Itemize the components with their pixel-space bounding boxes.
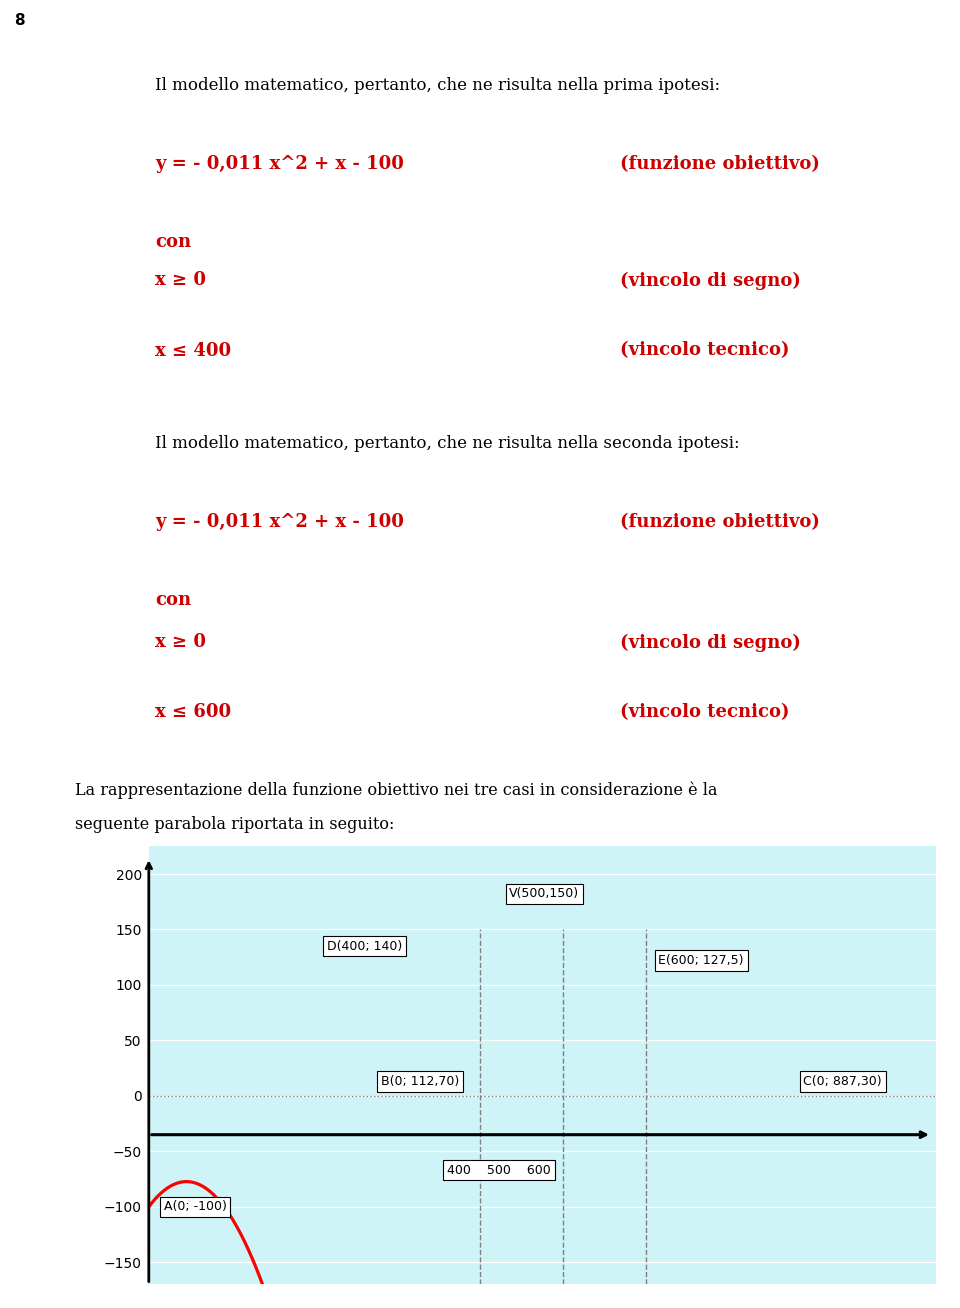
Text: x ≥ 0: x ≥ 0 [155,633,206,651]
Text: E(600; 127,5): E(600; 127,5) [659,954,744,967]
Text: 400    500    600: 400 500 600 [447,1164,551,1177]
Text: con: con [155,233,191,251]
Text: LA RICERCA OPERATIVA: LA RICERCA OPERATIVA [50,13,251,29]
Text: y = - 0,011 x^2 + x - 100: y = - 0,011 x^2 + x - 100 [155,513,404,531]
Text: x ≤ 600: x ≤ 600 [155,704,231,722]
Text: (vincolo di segno): (vincolo di segno) [620,272,801,290]
Text: (funzione obiettivo): (funzione obiettivo) [620,513,820,531]
Text: V(500,150): V(500,150) [509,887,580,900]
Text: C(0; 887,30): C(0; 887,30) [804,1075,882,1088]
Text: Il modello matematico, pertanto, che ne risulta nella seconda ipotesi:: Il modello matematico, pertanto, che ne … [155,434,739,451]
Text: (vincolo di segno): (vincolo di segno) [620,633,801,651]
Text: (vincolo tecnico): (vincolo tecnico) [620,341,789,360]
Text: con: con [155,591,191,608]
Text: y = - 0,011 x^2 + x - 100: y = - 0,011 x^2 + x - 100 [155,154,404,173]
Text: (funzione obiettivo): (funzione obiettivo) [620,154,820,173]
Text: x ≤ 400: x ≤ 400 [155,341,231,360]
Text: (vincolo tecnico): (vincolo tecnico) [620,704,789,722]
Text: seguente parabola riportata in seguito:: seguente parabola riportata in seguito: [75,816,395,833]
Text: A(0; -100): A(0; -100) [164,1201,227,1214]
Bar [0,0,38,42]
Text: B(0; 112,70): B(0; 112,70) [381,1075,459,1088]
Text: La rappresentazione della funzione obiettivo nei tre casi in considerazione è la: La rappresentazione della funzione obiet… [75,781,717,799]
Text: 8: 8 [13,13,24,29]
Text: Il modello matematico, pertanto, che ne risulta nella prima ipotesi:: Il modello matematico, pertanto, che ne … [155,77,720,94]
Text: x ≥ 0: x ≥ 0 [155,272,206,289]
Text: D(400; 140): D(400; 140) [327,939,402,952]
Text: PROF.SSA GIRALDA ASSUNTA: PROF.SSA GIRALDA ASSUNTA [697,13,945,29]
